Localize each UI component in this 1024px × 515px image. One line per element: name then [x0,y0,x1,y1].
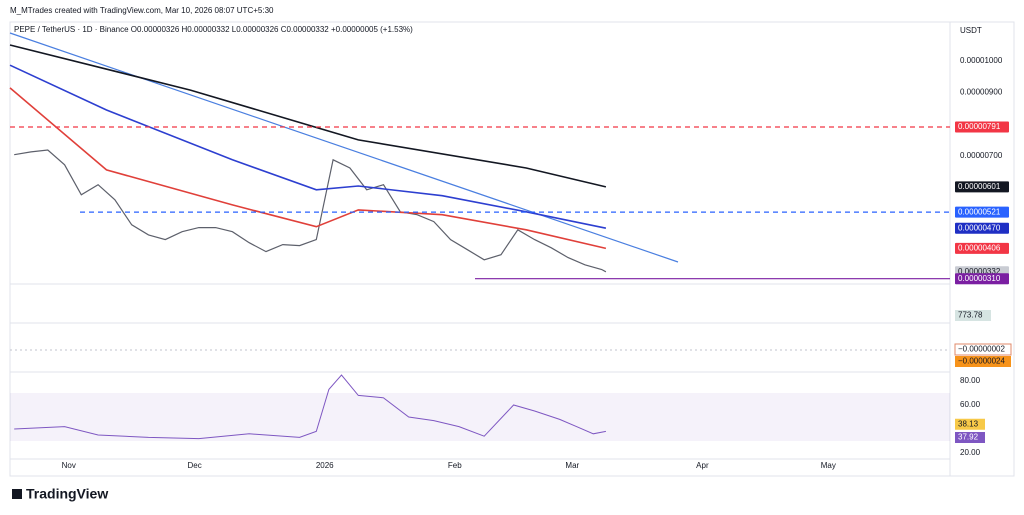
price-badge [955,273,1009,285]
trendline [9,32,679,263]
price-badge-label: 0.00000310 [958,274,1001,283]
x-tick-label: Mar [565,461,579,470]
series-line [9,87,607,250]
x-tick-label: 2026 [316,461,334,470]
rsi-tick-label: 80.00 [960,376,981,385]
price-badge [955,222,1009,234]
rsi-badge [955,418,985,430]
price-badge [955,206,1009,218]
rsi-tick-label: 20.00 [960,448,981,457]
rsi-badge-label: 38.13 [958,419,979,428]
series-line [14,149,607,273]
y-tick-label: 0.00001000 [960,56,1003,65]
macd-label: −0.00000002 [958,345,1005,354]
price-badge-label: 0.00000332 [958,267,1001,276]
price-badge [955,242,1009,254]
logo-mark [12,489,22,499]
rsi-badge [955,431,985,443]
macd-badge [955,356,1011,367]
macd-label: −0.00000024 [958,357,1005,366]
price-badge [955,121,1009,133]
rsi-tick-label: 60.00 [960,400,981,409]
series-line [9,64,607,229]
credit: M_MTrades created with TradingView.com, … [10,6,274,15]
price-badge-label: 0.00000601 [958,182,1001,191]
price-badge-label: 0.00000406 [958,244,1001,253]
y-tick-label: 0.00000700 [960,151,1003,160]
brand: TradingView [26,486,108,502]
symbol-line: PEPE / TetherUS · 1D · Binance O0.000003… [14,25,413,34]
series-line [9,44,607,188]
price-badge-label: 0.00000470 [958,223,1001,232]
logo: TradingView [12,486,108,502]
chart-frame [9,21,1015,477]
volume-badge [955,310,991,321]
x-tick-label: May [821,461,836,470]
rsi-line [14,374,606,440]
y-tick-label: 0.00000900 [960,88,1003,97]
rsi-band [10,393,950,441]
x-tick-label: Nov [62,461,76,470]
macd-badge [954,343,1012,356]
x-tick-label: Feb [448,461,462,470]
price-badge [955,181,1009,193]
price-badge-label: 0.00000521 [958,207,1001,216]
rsi-badge-label: 37.92 [958,433,979,442]
price-badge-label: 0.00000791 [958,122,1001,131]
volume-label: 773.78 [958,311,983,320]
currency: USDT [960,26,982,35]
x-tick-label: Apr [696,461,709,470]
x-tick-label: Dec [188,461,202,470]
